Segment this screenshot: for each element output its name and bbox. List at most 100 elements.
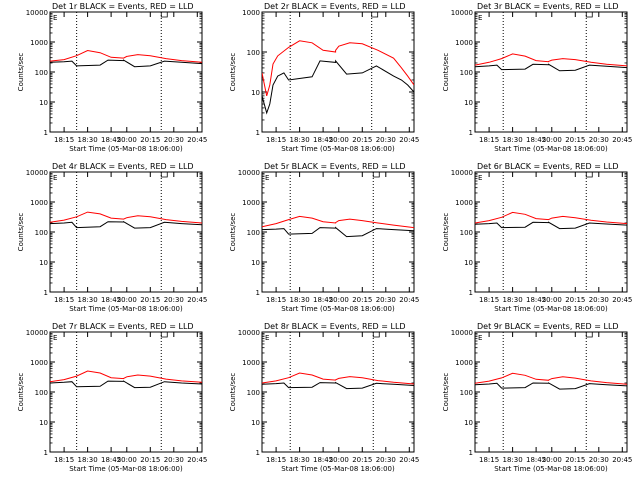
series-lld-line bbox=[262, 40, 414, 97]
x-tick-label: 20:30 bbox=[589, 296, 609, 304]
y-axis-label: Counts/sec bbox=[229, 213, 237, 252]
x-tick-label: 18:45 bbox=[313, 456, 333, 464]
x-tick-label: 20:45 bbox=[612, 136, 632, 144]
flag-label: E bbox=[265, 174, 269, 182]
flag-label: E bbox=[265, 334, 269, 342]
x-tick-label: 18:45 bbox=[101, 456, 121, 464]
x-tick-label: 20:30 bbox=[376, 136, 396, 144]
flag-label: E bbox=[478, 174, 482, 182]
x-tick-label: 20:30 bbox=[164, 296, 184, 304]
panel-4: Det 4r BLACK = Events, RED = LLD 1 10 100 10… bbox=[17, 162, 207, 313]
x-tick-label: 20:45 bbox=[612, 456, 632, 464]
x-tick-label: 18:15 bbox=[266, 296, 286, 304]
flag-marker bbox=[371, 12, 379, 18]
y-tick-label: 100 bbox=[35, 229, 48, 237]
x-tick-label: 18:15 bbox=[479, 296, 499, 304]
y-tick-label: 10 bbox=[464, 99, 473, 107]
x-tick-label: 18:15 bbox=[266, 456, 286, 464]
x-tick-label: 18:45 bbox=[526, 136, 546, 144]
y-tick-label: 10 bbox=[251, 89, 260, 97]
x-tick-label: 20:45 bbox=[187, 296, 207, 304]
flag-marker bbox=[585, 332, 593, 338]
plot-frame bbox=[49, 331, 203, 453]
y-tick-label: 10000 bbox=[451, 169, 473, 177]
panel-1: Det 1r BLACK = Events, RED = LLD 1 10 100 10… bbox=[17, 2, 207, 153]
panel-title: Det 2r BLACK = Events, RED = LLD bbox=[264, 2, 406, 11]
series-events-line bbox=[475, 221, 627, 230]
x-tick-label: 18:30 bbox=[290, 296, 310, 304]
series-events-line bbox=[262, 59, 414, 115]
y-tick-label: 1000 bbox=[455, 359, 473, 367]
y-tick-label: 10000 bbox=[451, 9, 473, 17]
x-tick-label: 18:45 bbox=[101, 296, 121, 304]
x-tick-label: 18:30 bbox=[503, 136, 523, 144]
series-events-line bbox=[262, 381, 414, 390]
panel-title: Det 7r BLACK = Events, RED = LLD bbox=[52, 322, 194, 331]
x-tick-label: 18:15 bbox=[266, 136, 286, 144]
x-tick-label: 20:45 bbox=[399, 456, 419, 464]
panel-title: Det 5r BLACK = Events, RED = LLD bbox=[264, 162, 406, 171]
x-axis-label: Start Time (05-Mar-08 18:06:00) bbox=[281, 145, 395, 153]
y-tick-label: 1 bbox=[469, 129, 473, 137]
y-tick-label: 1000 bbox=[242, 199, 260, 207]
flag-marker bbox=[160, 12, 168, 18]
y-tick-label: 10000 bbox=[238, 329, 260, 337]
x-tick-label: 18:30 bbox=[290, 136, 310, 144]
plot-frame bbox=[474, 11, 628, 133]
x-tick-label: 20:30 bbox=[164, 136, 184, 144]
x-tick-label: 18:45 bbox=[313, 136, 333, 144]
y-tick-label: 10 bbox=[464, 419, 473, 427]
x-tick-label: 20:15 bbox=[140, 136, 160, 144]
x-tick-label: 20:00 bbox=[542, 456, 562, 464]
x-tick-label: 18:45 bbox=[101, 136, 121, 144]
plot-frame bbox=[261, 331, 415, 453]
panel-title: Det 3r BLACK = Events, RED = LLD bbox=[477, 2, 619, 11]
y-tick-label: 10 bbox=[251, 419, 260, 427]
x-axis-label: Start Time (05-Mar-08 18:06:00) bbox=[494, 145, 608, 153]
series-events-line bbox=[475, 382, 627, 390]
series-events-line bbox=[50, 380, 202, 389]
flag-label: E bbox=[53, 174, 57, 182]
x-tick-label: 18:15 bbox=[54, 456, 74, 464]
panel-title: Det 6r BLACK = Events, RED = LLD bbox=[477, 162, 619, 171]
series-lld-line bbox=[475, 372, 627, 385]
y-tick-label: 100 bbox=[35, 389, 48, 397]
y-axis-label: Counts/sec bbox=[442, 53, 450, 92]
plot-frame bbox=[474, 331, 628, 453]
y-tick-label: 1 bbox=[44, 129, 48, 137]
x-tick-label: 20:15 bbox=[352, 456, 372, 464]
x-tick-label: 20:45 bbox=[612, 296, 632, 304]
y-tick-label: 10 bbox=[39, 259, 48, 267]
series-lld-line bbox=[475, 211, 627, 225]
x-tick-label: 20:15 bbox=[352, 296, 372, 304]
flag-label: E bbox=[53, 334, 57, 342]
panel-8: Det 8r BLACK = Events, RED = LLD 1 10 100 10… bbox=[229, 322, 419, 473]
x-tick-label: 20:45 bbox=[187, 456, 207, 464]
series-lld-line bbox=[50, 370, 202, 383]
y-tick-label: 1 bbox=[469, 449, 473, 457]
y-axis-label: Counts/sec bbox=[17, 213, 25, 252]
x-tick-label: 18:30 bbox=[78, 296, 98, 304]
y-tick-label: 10000 bbox=[451, 329, 473, 337]
y-axis-label: Counts/sec bbox=[17, 53, 25, 92]
x-tick-label: 18:15 bbox=[54, 296, 74, 304]
x-tick-label: 20:15 bbox=[565, 296, 585, 304]
panel-3: Det 3r BLACK = Events, RED = LLD 1 10 100 10… bbox=[442, 2, 632, 153]
y-tick-label: 1 bbox=[256, 449, 260, 457]
x-axis-label: Start Time (05-Mar-08 18:06:00) bbox=[69, 465, 183, 473]
x-tick-label: 20:15 bbox=[565, 456, 585, 464]
series-events-line bbox=[50, 59, 202, 68]
x-tick-label: 18:30 bbox=[290, 456, 310, 464]
x-tick-label: 18:30 bbox=[78, 456, 98, 464]
y-tick-label: 1 bbox=[256, 289, 260, 297]
y-tick-label: 1000 bbox=[30, 199, 48, 207]
y-tick-label: 100 bbox=[247, 49, 260, 57]
x-tick-label: 20:15 bbox=[140, 296, 160, 304]
x-tick-label: 18:45 bbox=[526, 296, 546, 304]
series-events-line bbox=[50, 220, 202, 229]
x-tick-label: 20:30 bbox=[164, 456, 184, 464]
x-tick-label: 20:45 bbox=[399, 136, 419, 144]
x-axis-label: Start Time (05-Mar-08 18:06:00) bbox=[69, 145, 183, 153]
x-tick-label: 20:00 bbox=[329, 456, 349, 464]
